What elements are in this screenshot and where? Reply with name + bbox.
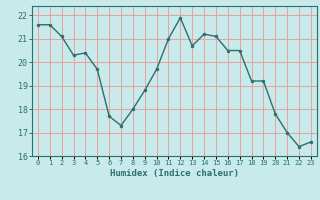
X-axis label: Humidex (Indice chaleur): Humidex (Indice chaleur) xyxy=(110,169,239,178)
